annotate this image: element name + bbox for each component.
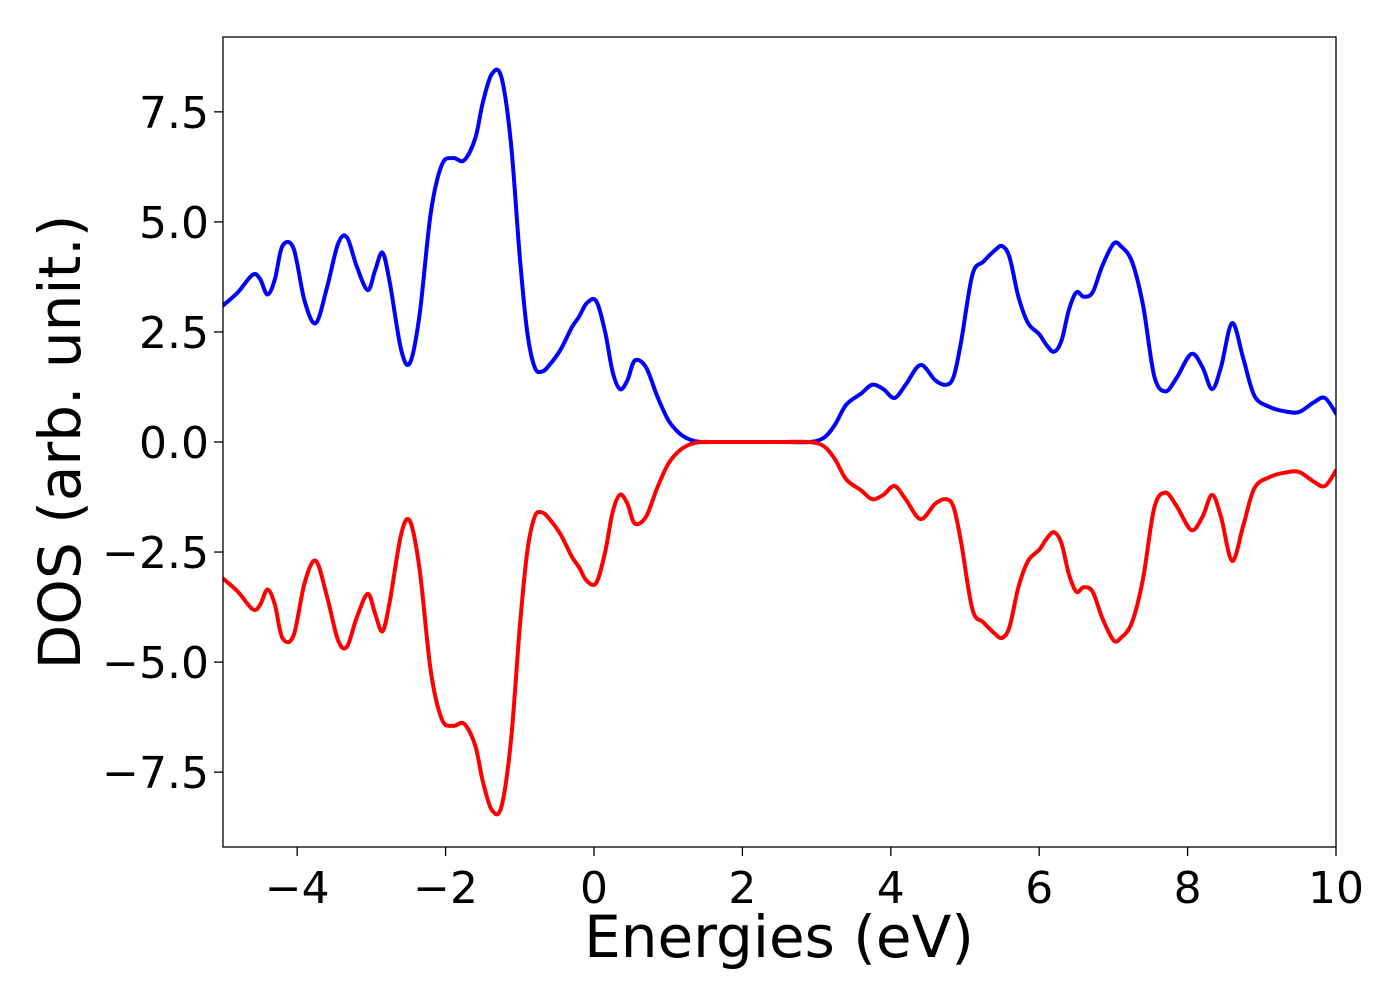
x-tick-label: 8 [1174,863,1202,914]
y-tick-label: −7.5 [102,748,209,799]
x-tick-label: −4 [265,863,330,914]
y-tick-label: 2.5 [139,308,209,359]
x-tick-label: 6 [1025,863,1053,914]
x-axis-ticks: −4 −2 0 2 4 6 8 10 [265,847,1364,914]
series-layer [223,67,1336,817]
x-tick-label: 10 [1308,863,1364,914]
y-tick-label: −5.0 [102,638,209,689]
y-tick-label: 0.0 [139,418,209,469]
series-line-2 [223,439,1336,817]
y-tick-label: 7.5 [139,88,209,139]
x-tick-label: 4 [877,863,905,914]
y-axis-ticks: −7.5 −5.0 −2.5 0.0 2.5 5.0 7.5 [102,88,223,799]
y-tick-label: −2.5 [102,528,209,579]
x-tick-label: 2 [728,863,756,914]
y-axis-label: DOS (arb. unit.) [26,215,94,670]
x-tick-label: −2 [413,863,478,914]
x-tick-label: 0 [580,863,608,914]
x-axis-label: Energies (eV) [584,903,974,971]
y-tick-label: 5.0 [139,198,209,249]
